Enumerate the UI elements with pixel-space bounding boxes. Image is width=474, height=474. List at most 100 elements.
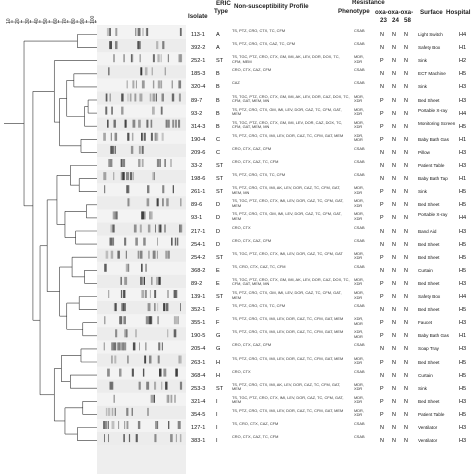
table-row: 113-1 A TS, PTZ, CRO, CTX, TC, CFM CSAB N N N L… bbox=[0, 28, 474, 41]
gel-band bbox=[118, 342, 122, 351]
gel-band bbox=[179, 28, 182, 36]
profile-cell: CRO, CTX, CAZ, CFM bbox=[232, 237, 272, 243]
gel-band bbox=[139, 250, 143, 259]
gel-lane bbox=[97, 419, 186, 433]
oxa24-cell: N bbox=[392, 45, 396, 52]
oxa23-cell: N bbox=[380, 228, 384, 235]
table-row: 254-1 D CRO, CTX, CAZ, CFM CSAB N N N Bed Sheet… bbox=[0, 238, 474, 251]
gel-band bbox=[111, 106, 113, 115]
gel-band bbox=[121, 106, 124, 115]
oxa58-cell: N bbox=[404, 71, 408, 78]
profile-cell: TS, PTZ, CRO, CTX, IMI, AK, LEV, DOR, CA… bbox=[232, 185, 341, 195]
hospital-cell: H5 bbox=[459, 123, 467, 130]
isolate-cell: 93-1 bbox=[191, 215, 203, 222]
gel-band bbox=[168, 250, 170, 259]
isolate-cell: 263-1 bbox=[191, 359, 206, 366]
gel-band bbox=[126, 407, 129, 416]
surface-cell: Baby Bath Tap bbox=[418, 176, 448, 182]
oxa58-cell: N bbox=[404, 163, 408, 169]
isolate-cell: 89-7 bbox=[191, 97, 203, 104]
table-row: 368-2 E TS, CRO, CTX, CAZ, TC, CFM CSAB N N N C… bbox=[0, 264, 474, 277]
gel-band bbox=[150, 211, 153, 220]
profile-cell: TS, PTZ, CRO, CTX, TC, CFM bbox=[232, 303, 286, 309]
gel-band bbox=[139, 93, 143, 102]
surface-cell: Pillow bbox=[418, 149, 430, 155]
gel-band bbox=[144, 355, 147, 364]
dendrogram bbox=[4, 20, 97, 441]
gel-band bbox=[123, 434, 125, 443]
phenotype-cell: XDR, MDR bbox=[354, 316, 364, 326]
eric-header-line1: ERIC bbox=[216, 0, 231, 7]
oxa24-cell: N bbox=[392, 228, 396, 235]
eric-type-cell: H bbox=[216, 372, 221, 379]
oxa23-cell: P bbox=[380, 333, 384, 340]
oxa23-cell: N bbox=[380, 346, 384, 353]
phenotype-cell: CSAB bbox=[354, 434, 365, 440]
phenotype-cell: MDR, XDR bbox=[354, 290, 364, 300]
oxa24-cell: N bbox=[392, 32, 396, 38]
gel-band bbox=[114, 211, 117, 220]
profile-cell: TS, PTZ, CRO, CTX, GM, IMI, LEV, DOR, CA… bbox=[232, 211, 342, 221]
oxa23-cell: P bbox=[380, 280, 384, 287]
gel-band bbox=[108, 434, 109, 443]
oxa23-cell: N bbox=[380, 425, 384, 431]
scale-tick-label: 10 bbox=[6, 18, 12, 24]
oxa58-cell: N bbox=[404, 110, 408, 117]
oxa24-cell: N bbox=[392, 58, 396, 65]
profile-cell: TS, PTZ, CRO, CTX, IMI, LEV, DOR, CAZ, T… bbox=[232, 132, 344, 138]
hospital-cell: H3 bbox=[459, 97, 467, 104]
phenotype-cell: CSAB bbox=[354, 145, 365, 151]
eric-type-cell: D bbox=[216, 228, 221, 235]
table-row: 321-4 I TS, TGC, PTZ, CRO, CTX, IMI, LEV, … bbox=[0, 395, 474, 408]
gel-band bbox=[118, 421, 120, 429]
gel-band bbox=[111, 342, 114, 351]
gel-band bbox=[167, 119, 170, 128]
profile-cell: TS, CRO, CTX, CAZ, CFM bbox=[232, 421, 279, 426]
phenotype-cell: CSAB bbox=[354, 224, 365, 230]
profile-cell: TS, TGC, PTZ, CRO, CTX, GM, IMI, AK, LEV… bbox=[232, 54, 340, 64]
oxa58-cell: N bbox=[404, 97, 408, 104]
eric-type-cell: A bbox=[216, 32, 220, 38]
gel-band bbox=[153, 394, 155, 403]
oxa58-cell: N bbox=[404, 228, 408, 235]
profile-cell: TS, TGC, PTZ, CRO, CTX, IMI, LEV, DOR, C… bbox=[232, 198, 344, 208]
gel-band bbox=[158, 276, 161, 285]
gel-band bbox=[145, 342, 147, 351]
gel-band bbox=[157, 237, 158, 246]
gel-band bbox=[172, 119, 174, 128]
gel-band bbox=[161, 381, 163, 390]
isolate-cell: 355-1 bbox=[191, 320, 206, 327]
eric-type-cell: I bbox=[216, 411, 218, 418]
oxa58-cell: N bbox=[404, 425, 408, 431]
gel-band bbox=[170, 394, 173, 403]
gel-band bbox=[124, 119, 127, 128]
gel-band bbox=[147, 407, 149, 416]
gel-band bbox=[165, 119, 168, 128]
isolate-cell: 185-3 bbox=[191, 71, 206, 78]
surface-header: Surface bbox=[420, 9, 443, 16]
hospital-cell: H5 bbox=[459, 202, 467, 209]
gel-band bbox=[170, 434, 173, 443]
gel-band bbox=[121, 342, 124, 351]
gel-band bbox=[132, 342, 136, 351]
gel-band bbox=[113, 394, 115, 403]
gel-band bbox=[179, 224, 183, 233]
eric-type-cell: B bbox=[216, 97, 220, 104]
gel-lane bbox=[97, 170, 186, 184]
phenotype-cell: MDR, XDR bbox=[354, 394, 364, 405]
gel-lane bbox=[97, 104, 186, 118]
oxa58-cell: N bbox=[404, 45, 408, 52]
gel-band bbox=[113, 119, 116, 128]
gel-band bbox=[127, 93, 129, 102]
gel-band bbox=[109, 93, 111, 102]
oxa58-cell: N bbox=[404, 241, 408, 248]
gel-band bbox=[180, 54, 183, 63]
gel-band bbox=[146, 119, 149, 128]
gel-band bbox=[154, 290, 157, 298]
gel-band bbox=[173, 290, 177, 298]
isolate-cell: 33-2 bbox=[191, 163, 203, 169]
profile-cell: TS, TGC, PTZ, CRO, CTX, IMI, LEV, DOR, C… bbox=[232, 250, 343, 256]
gel-band bbox=[168, 421, 170, 429]
eric-type-cell: I bbox=[216, 438, 218, 445]
